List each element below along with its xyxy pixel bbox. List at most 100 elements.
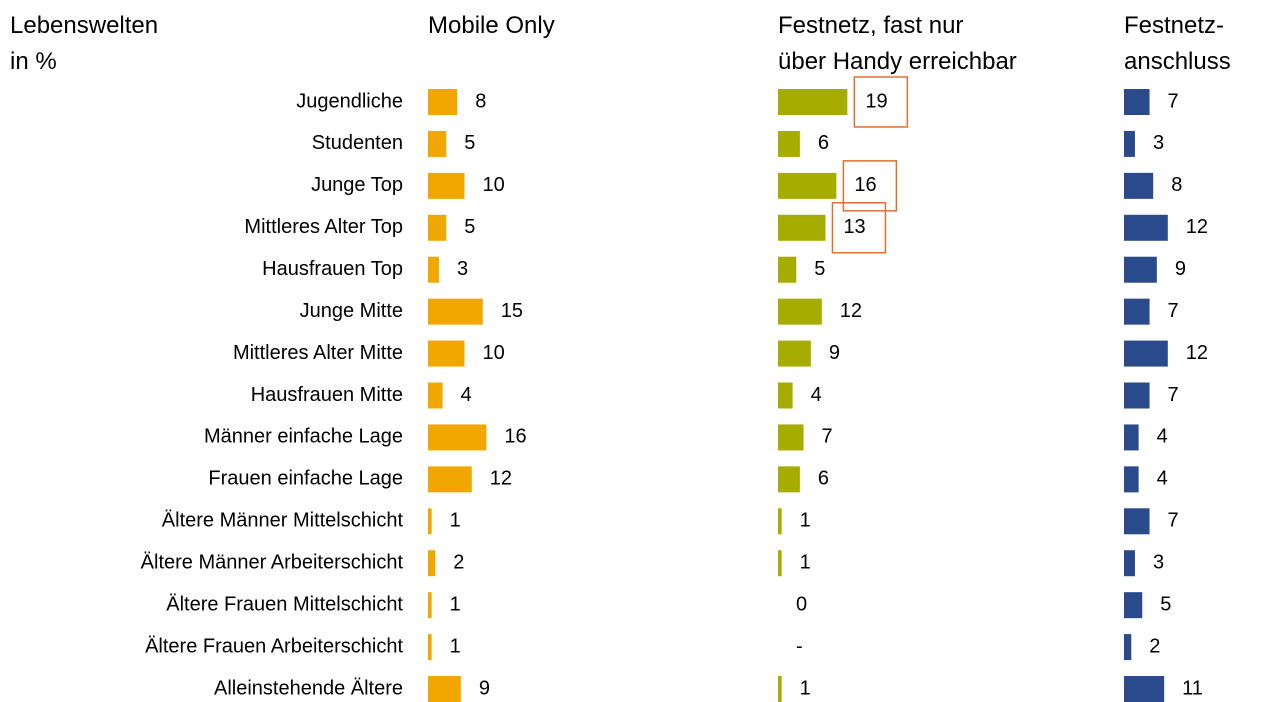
bar (1124, 424, 1139, 451)
bar (1124, 214, 1168, 241)
value-label: 3 (1153, 552, 1164, 574)
bar (428, 634, 432, 661)
bar (428, 214, 447, 241)
bar (1124, 634, 1132, 661)
bar (1124, 676, 1165, 702)
bar (428, 466, 472, 493)
bar (428, 89, 458, 115)
category-label: Ältere Männer Arbeiterschicht (141, 552, 404, 574)
value-label: 8 (1171, 174, 1182, 196)
bar (1124, 340, 1168, 367)
series-header: Festnetz, fast nur über Handy erreichbar (778, 12, 1017, 75)
value-label: 12 (1186, 216, 1208, 238)
category-label: Studenten (312, 132, 403, 154)
series-header: Festnetz- anschluss (1124, 12, 1231, 75)
bar (1124, 508, 1150, 535)
value-label: 5 (814, 258, 825, 280)
value-label: 4 (461, 384, 472, 406)
category-label: Frauen einfache Lage (208, 468, 403, 490)
value-label: 10 (483, 342, 505, 364)
category-label: Ältere Frauen Arbeiterschicht (145, 635, 403, 657)
value-label: 13 (843, 216, 865, 238)
bar (778, 382, 793, 409)
value-label: 7 (1168, 90, 1179, 112)
category-label: Mittleres Alter Top (244, 216, 403, 238)
value-label: 9 (479, 677, 490, 699)
value-label: 15 (501, 300, 523, 322)
category-label: Mittleres Alter Mitte (233, 342, 403, 364)
bar (428, 508, 432, 535)
bar (428, 424, 487, 451)
value-label: 10 (483, 174, 505, 196)
bar (778, 256, 797, 283)
bar (1124, 550, 1135, 577)
bar (778, 89, 848, 115)
value-label: 4 (811, 384, 822, 406)
category-label: Hausfrauen Mitte (251, 384, 403, 406)
value-label: 1 (450, 510, 461, 532)
value-label: 9 (829, 342, 840, 364)
value-label: 7 (1168, 300, 1179, 322)
bar (428, 172, 465, 199)
value-label: 0 (796, 593, 807, 615)
bar (428, 256, 439, 283)
value-label: 2 (453, 552, 464, 574)
bar (428, 298, 483, 325)
bar (428, 382, 443, 409)
value-label: 12 (1186, 342, 1208, 364)
bar (1124, 89, 1150, 115)
highlight-box (842, 160, 898, 212)
bar (778, 550, 782, 577)
highlight-box (853, 76, 909, 128)
value-label: 9 (1175, 258, 1186, 280)
bar (1124, 172, 1154, 199)
bar (778, 424, 804, 451)
value-label: 7 (1168, 510, 1179, 532)
value-label: 5 (1160, 593, 1171, 615)
value-label: 6 (818, 132, 829, 154)
bar (778, 466, 800, 493)
value-label: 12 (840, 300, 862, 322)
value-label: 11 (1182, 677, 1203, 699)
value-label: 6 (818, 468, 829, 490)
value-label: 1 (800, 552, 811, 574)
bar (778, 172, 837, 199)
highlight-box (831, 202, 887, 254)
value-label: 8 (475, 90, 486, 112)
value-label: 2 (1149, 635, 1160, 657)
chart-title: Lebenswelten in % (10, 12, 159, 75)
series-header: Mobile Only (428, 12, 555, 39)
category-label: Jugendliche (296, 90, 403, 112)
value-label: 3 (1153, 132, 1164, 154)
category-label: Ältere Männer Mittelschicht (162, 510, 404, 532)
value-label: 1 (800, 510, 811, 532)
value-label: 1 (450, 593, 461, 615)
bar (778, 298, 822, 325)
value-label: 1 (450, 635, 461, 657)
value-label: 16 (854, 174, 876, 196)
category-label: Alleinstehende Ältere (214, 677, 403, 699)
bar (1124, 256, 1157, 283)
value-label: 1 (800, 677, 811, 699)
bar (1124, 130, 1135, 157)
value-label: 7 (1168, 384, 1179, 406)
value-label: 4 (1157, 468, 1168, 490)
bar (1124, 298, 1150, 325)
value-label: 5 (464, 132, 475, 154)
bar (778, 130, 800, 157)
value-label: 5 (464, 216, 475, 238)
category-label: Junge Mitte (300, 300, 403, 322)
bar (428, 676, 461, 702)
value-label: 12 (490, 468, 512, 490)
bar (1124, 592, 1143, 619)
value-label: 16 (504, 426, 526, 448)
bar (428, 130, 447, 157)
category-label: Ältere Frauen Mittelschicht (166, 593, 403, 615)
bar (778, 676, 782, 702)
value-label: 7 (822, 426, 833, 448)
bar (778, 340, 811, 367)
bar (428, 592, 432, 619)
bar (1124, 382, 1150, 409)
